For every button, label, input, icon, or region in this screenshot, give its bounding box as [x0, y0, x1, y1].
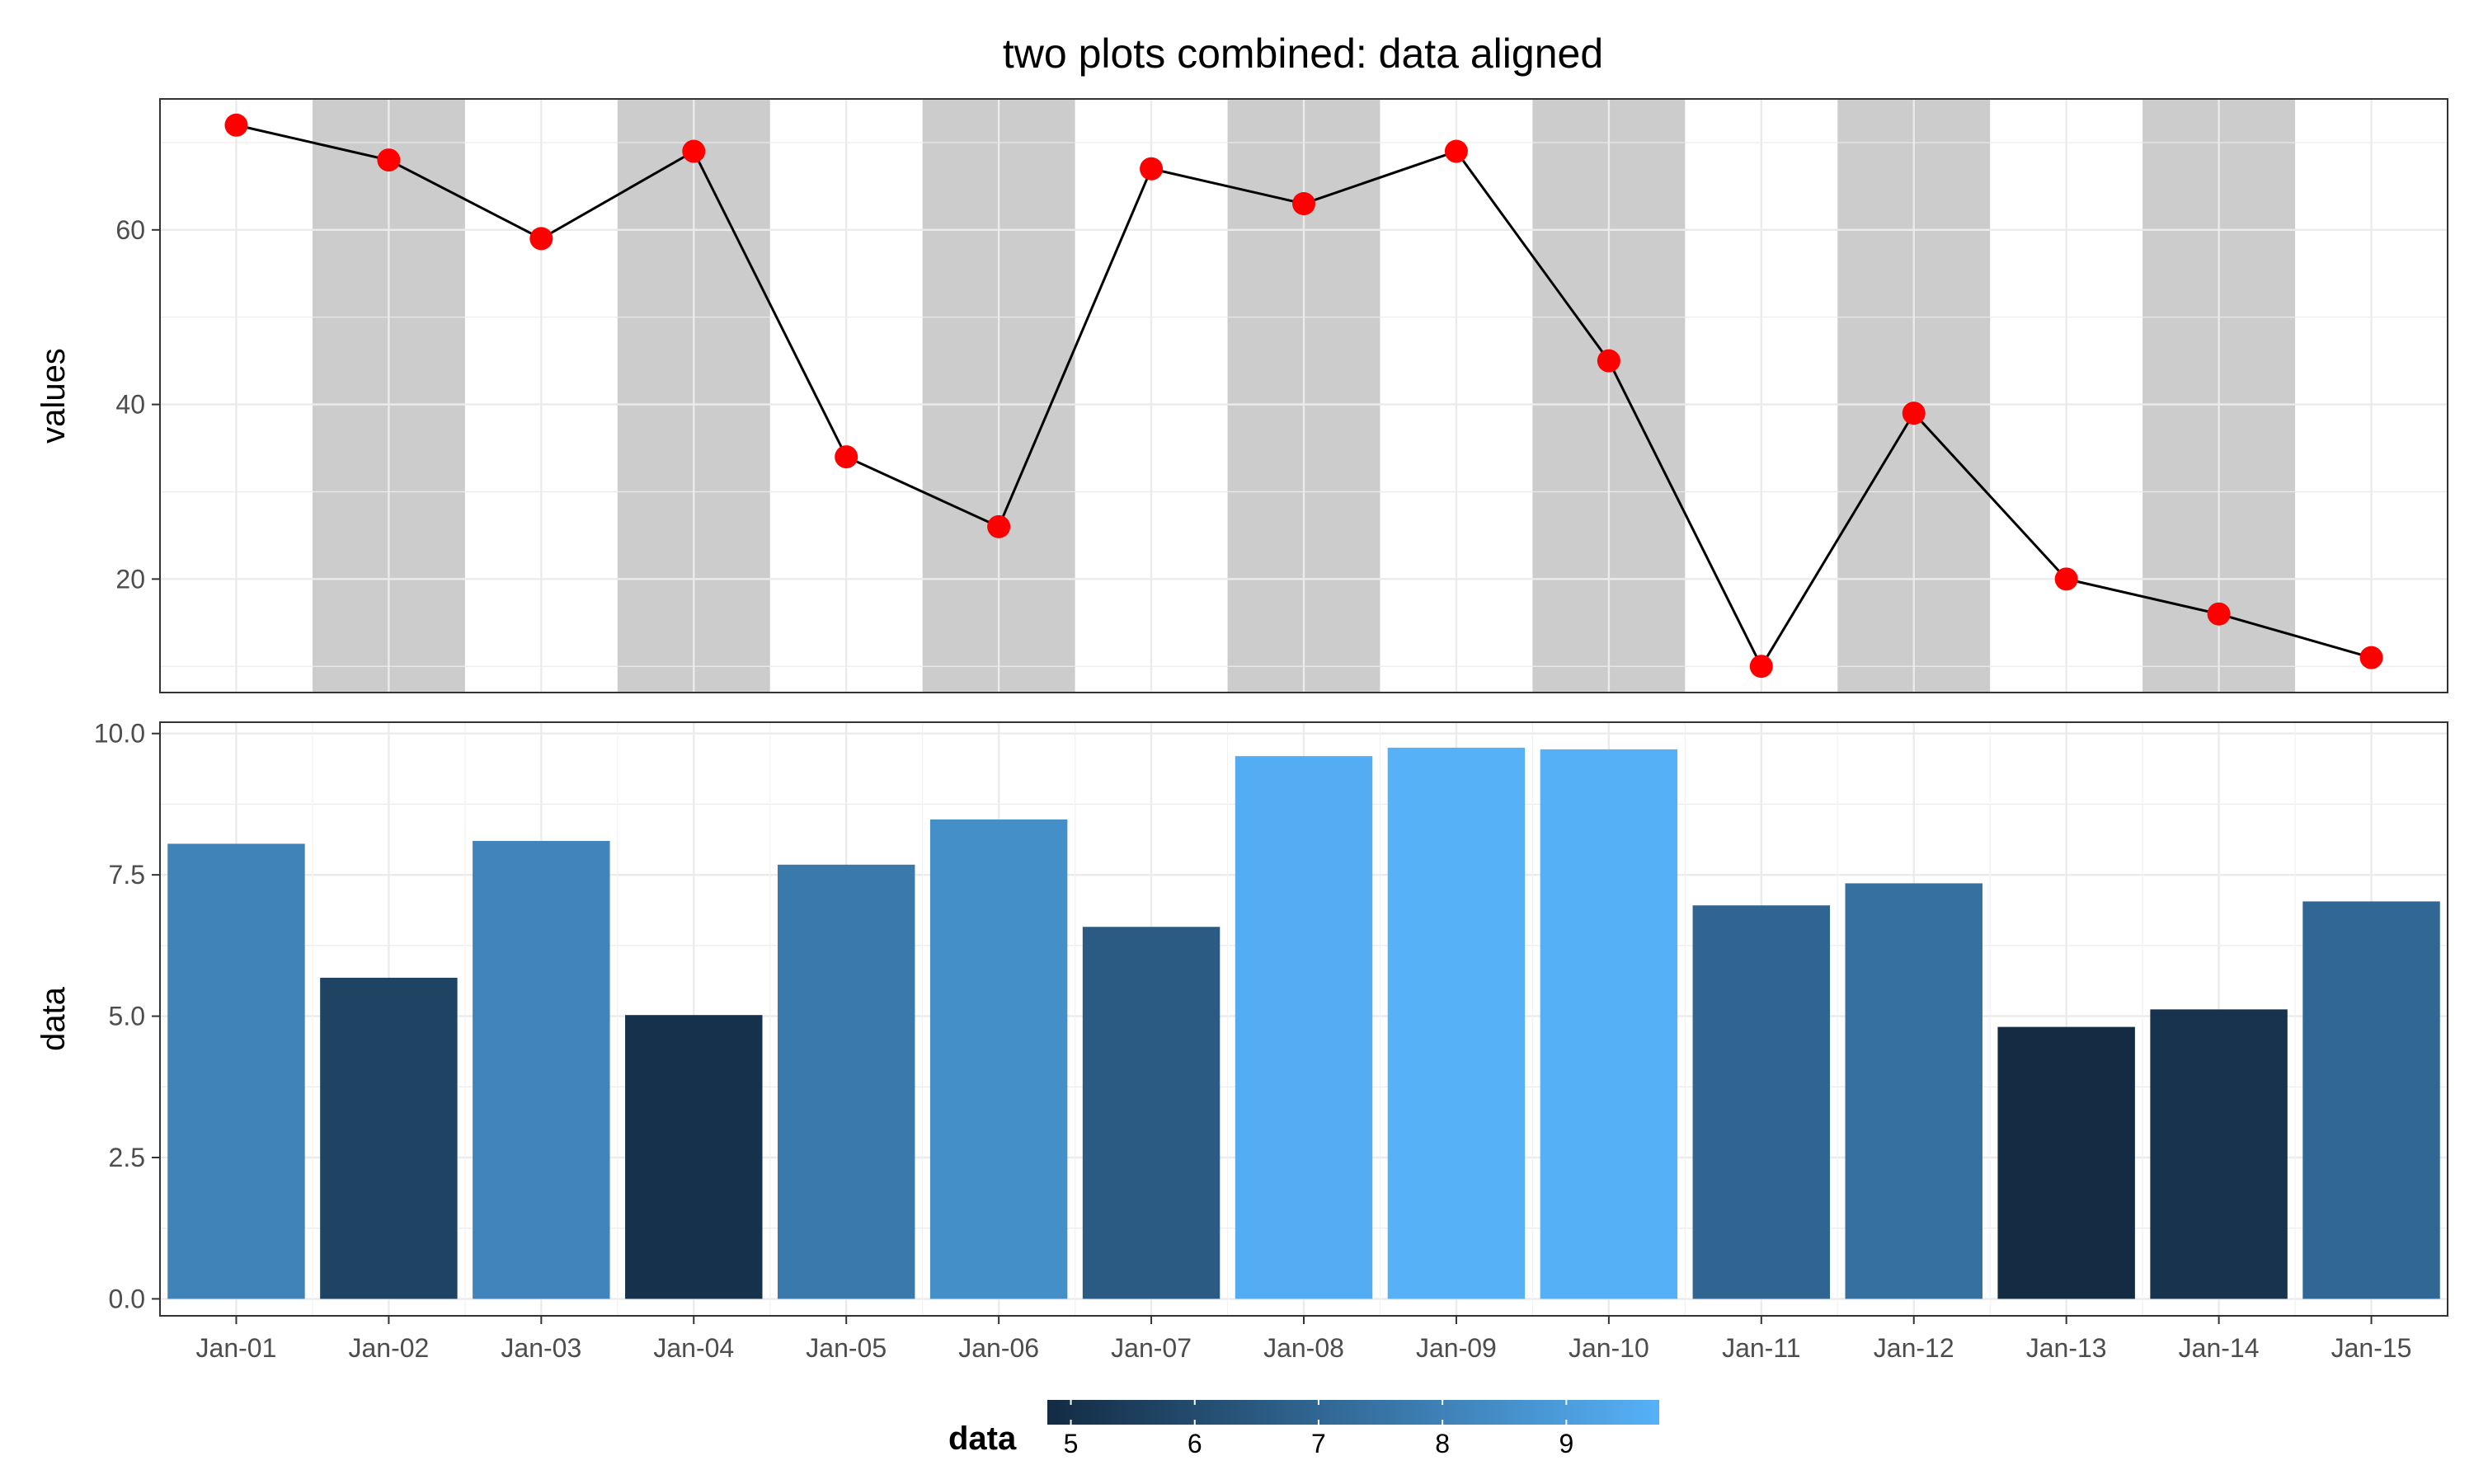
data-point-jan-15 — [2359, 646, 2383, 669]
x-tick-label: Jan-13 — [2026, 1333, 2107, 1363]
x-tick-label: Jan-10 — [1569, 1333, 1649, 1363]
y-tick-label: 2.5 — [109, 1143, 145, 1172]
bar-jan-12 — [1845, 883, 1982, 1299]
data-point-jan-11 — [1749, 655, 1773, 679]
x-tick-label: Jan-15 — [2331, 1333, 2412, 1363]
x-tick-label: Jan-02 — [348, 1333, 429, 1363]
legend-tick-label: 9 — [1559, 1429, 1573, 1458]
y-tick-label: 20 — [115, 564, 145, 594]
legend-tick-label: 6 — [1188, 1429, 1202, 1458]
data-point-jan-08 — [1292, 192, 1315, 216]
bottom-y-axis-title: data — [35, 986, 72, 1051]
data-point-jan-14 — [2207, 602, 2231, 626]
x-tick-label: Jan-07 — [1111, 1333, 1192, 1363]
bar-jan-13 — [1997, 1026, 2135, 1299]
legend-title: data — [948, 1421, 1017, 1457]
data-point-jan-02 — [377, 148, 401, 172]
y-tick-label: 60 — [115, 215, 145, 245]
data-point-jan-03 — [529, 227, 553, 251]
top-panel-border — [159, 98, 2448, 693]
bar-jan-03 — [473, 841, 610, 1299]
x-tick-label: Jan-03 — [501, 1333, 581, 1363]
x-tick-label: Jan-09 — [1416, 1333, 1497, 1363]
y-tick-label: 5.0 — [109, 1002, 145, 1031]
data-point-jan-09 — [1444, 139, 1468, 163]
legend-tick-label: 8 — [1435, 1429, 1450, 1458]
y-tick-label: 0.0 — [109, 1284, 145, 1313]
bar-jan-14 — [2150, 1009, 2288, 1299]
data-point-jan-01 — [224, 113, 248, 137]
color-legend: data 5 6 7 8 9 — [948, 1400, 1659, 1458]
bar-jan-10 — [1540, 749, 1678, 1299]
x-tick-label: Jan-04 — [653, 1333, 734, 1363]
bottom-panel: 0.0 2.5 5.0 7.5 10.0 Jan-01 Jan-02 Jan-03 Jan-0… — [35, 719, 2448, 1363]
chart-title: two plots combined: data aligned — [1003, 31, 1603, 77]
data-point-jan-13 — [2054, 567, 2078, 591]
top-y-axis-title: values — [35, 348, 72, 444]
y-tick-label: 10.0 — [94, 719, 145, 749]
x-tick-label: Jan-06 — [958, 1333, 1039, 1363]
y-tick-label: 7.5 — [109, 860, 145, 890]
bar-jan-01 — [167, 843, 305, 1299]
x-tick-label: Jan-01 — [196, 1333, 277, 1363]
legend-tick-label: 7 — [1311, 1429, 1326, 1458]
x-tick-label: Jan-05 — [806, 1333, 887, 1363]
bar-jan-15 — [2302, 901, 2440, 1299]
x-tick-label: Jan-11 — [1722, 1333, 1800, 1363]
legend-tick-label: 5 — [1064, 1429, 1079, 1458]
x-tick-label: Jan-12 — [1874, 1333, 1954, 1363]
bar-jan-02 — [320, 977, 458, 1299]
data-point-jan-12 — [1902, 402, 1926, 425]
data-point-jan-07 — [1140, 157, 1164, 181]
data-point-jan-05 — [835, 445, 858, 469]
bar-jan-05 — [777, 864, 915, 1299]
bar-jan-09 — [1387, 747, 1526, 1299]
bar-jan-08 — [1235, 756, 1373, 1299]
bar-jan-06 — [929, 819, 1068, 1299]
bar-jan-07 — [1082, 927, 1221, 1299]
y-tick-label: 40 — [115, 390, 145, 420]
data-point-jan-06 — [987, 514, 1011, 538]
top-panel: 20 40 60 values — [35, 98, 2448, 693]
data-point-jan-04 — [682, 139, 706, 163]
x-tick-label: Jan-08 — [1263, 1333, 1344, 1363]
x-tick-label: Jan-14 — [2179, 1333, 2260, 1363]
bar-jan-11 — [1692, 905, 1831, 1299]
data-point-jan-10 — [1597, 349, 1620, 373]
legend-colorbar — [1047, 1400, 1659, 1425]
bar-jan-04 — [625, 1015, 763, 1299]
